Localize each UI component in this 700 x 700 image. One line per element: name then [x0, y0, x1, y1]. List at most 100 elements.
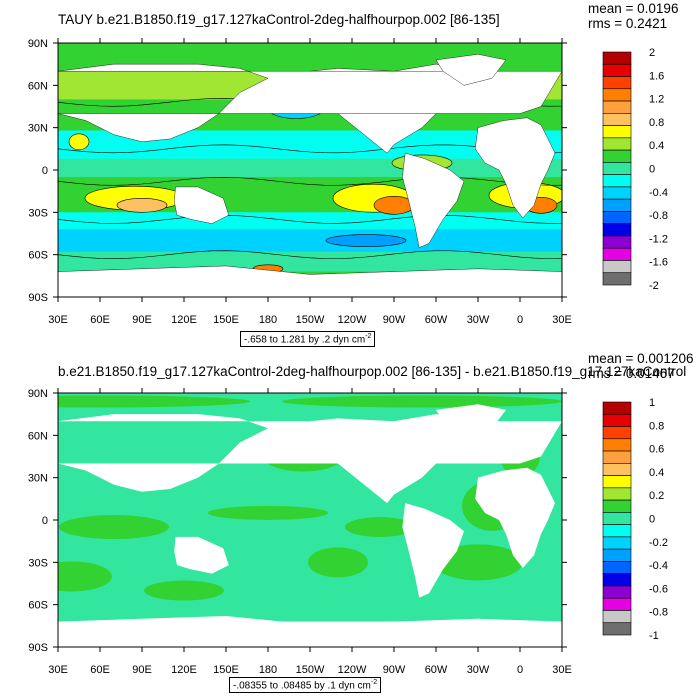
legend-swatch: [602, 512, 632, 525]
y-tick-label: 0: [42, 515, 48, 527]
field-contour: [116, 197, 168, 213]
legend-label: 0.8: [649, 117, 664, 129]
legend-swatch: [602, 475, 632, 489]
field-contour: [58, 395, 250, 408]
y-tick-label: 60S: [28, 250, 48, 262]
x-tick-label: 30E: [552, 314, 572, 326]
legend-label: -0.2: [649, 537, 668, 549]
field-contour: [58, 561, 112, 592]
top-map-panel: TAUY b.e21.B1850.f19_g17.127kaControl-2d…: [28, 1, 679, 348]
field-contour: [433, 544, 523, 581]
x-tick-label: 120W: [338, 664, 367, 676]
y-tick-label: 60S: [28, 600, 48, 612]
legend-swatch: [602, 63, 632, 77]
mean-stat: mean = 0.0196: [588, 1, 679, 16]
y-tick-label: 90S: [28, 292, 48, 304]
x-tick-label: 30W: [467, 314, 490, 326]
land-mask: [58, 265, 562, 297]
x-tick-label: 60W: [425, 664, 448, 676]
y-tick-label: 30N: [28, 123, 48, 135]
x-tick-label: 120E: [171, 314, 197, 326]
land-mask: [174, 536, 229, 574]
x-tick-label: 150E: [213, 664, 239, 676]
contour-line: [58, 177, 562, 186]
mean-stat: mean = 0.001206: [588, 351, 694, 366]
legend-swatch: [602, 260, 632, 274]
legend-label: 0.8: [649, 420, 664, 432]
y-tick-label: 60N: [28, 430, 48, 442]
legend-swatch: [602, 438, 632, 452]
legend-label: -1.2: [649, 233, 668, 245]
legend-label: -0.4: [649, 560, 668, 572]
x-tick-label: 90W: [383, 314, 406, 326]
rms-stat: rms = 0.01467: [588, 366, 675, 381]
x-tick-label: 60W: [425, 314, 448, 326]
map-field: [58, 393, 562, 647]
x-tick-label: 120W: [338, 314, 367, 326]
legend-swatch: [602, 186, 632, 200]
field-band: [58, 229, 562, 252]
legend-label: -0.8: [649, 607, 668, 619]
land-mask: [58, 414, 562, 492]
legend-swatch: [602, 622, 632, 636]
legend-swatch: [602, 51, 632, 65]
legend-label: -0.6: [649, 583, 668, 595]
legend-label: 0: [649, 164, 655, 176]
legend-swatch: [602, 247, 632, 261]
legend-label: 2: [649, 47, 655, 59]
legend-label: -0.4: [649, 187, 668, 199]
x-tick-label: 180: [259, 314, 277, 326]
legend-swatch: [602, 113, 632, 126]
legend-label: 0.4: [649, 140, 664, 152]
field-contour: [282, 395, 562, 408]
legend-swatch: [602, 162, 632, 175]
legend-swatch: [602, 487, 632, 501]
legend-label: 0.2: [649, 490, 664, 502]
legend-swatch: [602, 561, 632, 574]
map-field: [58, 43, 562, 297]
x-tick-label: 30E: [48, 314, 68, 326]
x-tick-label: 120E: [171, 664, 197, 676]
legend-swatch: [602, 223, 632, 237]
x-tick-label: 30E: [552, 664, 572, 676]
legend-label: -2: [649, 280, 659, 292]
legend-swatch: [602, 88, 632, 102]
legend-label: -1: [649, 630, 659, 642]
y-tick-label: 90N: [28, 38, 48, 50]
contour-line: [58, 215, 562, 224]
legend-label: 0.6: [649, 444, 664, 456]
map-plot: 30E 60E 90E 120E 150E 180 150W 120W 90W 60W 30W 0 30…: [28, 38, 668, 326]
legend-swatch: [602, 137, 632, 151]
x-tick-label: 0: [517, 664, 523, 676]
legend-swatch: [602, 450, 632, 464]
field-contour: [68, 133, 90, 151]
legend-swatch: [602, 548, 632, 562]
legend-swatch: [602, 524, 632, 538]
x-tick-label: 150E: [213, 314, 239, 326]
field-contour: [208, 505, 328, 520]
land-mask: [435, 54, 507, 86]
y-tick-label: 90S: [28, 642, 48, 654]
y-tick-label: 60N: [28, 80, 48, 92]
field-band: [58, 212, 562, 230]
legend-swatch: [602, 426, 632, 440]
legend-swatch: [602, 198, 632, 212]
legend-swatch: [602, 573, 632, 587]
legend-swatch: [602, 463, 632, 476]
map-title: TAUY b.e21.B1850.f19_g17.127kaControl-2d…: [58, 12, 500, 27]
legend-label: 0.4: [649, 467, 664, 479]
bottom-map-panel: b.e21.B1850.f19_g17.127kaControl-2deg-ha…: [0, 350, 700, 700]
legend-swatch: [602, 401, 632, 415]
legend-swatch: [602, 272, 632, 286]
contour-line: [58, 250, 562, 259]
legend-label: 1.2: [649, 94, 664, 106]
field-contour: [325, 234, 407, 247]
legend-swatch: [602, 536, 632, 550]
legend-swatch: [602, 100, 632, 114]
y-tick-label: 30S: [28, 207, 48, 219]
land-mask: [475, 467, 555, 568]
x-tick-label: 90E: [132, 314, 152, 326]
legend-label: 1: [649, 397, 655, 409]
x-tick-label: 60E: [90, 314, 110, 326]
y-tick-label: 30S: [28, 557, 48, 569]
